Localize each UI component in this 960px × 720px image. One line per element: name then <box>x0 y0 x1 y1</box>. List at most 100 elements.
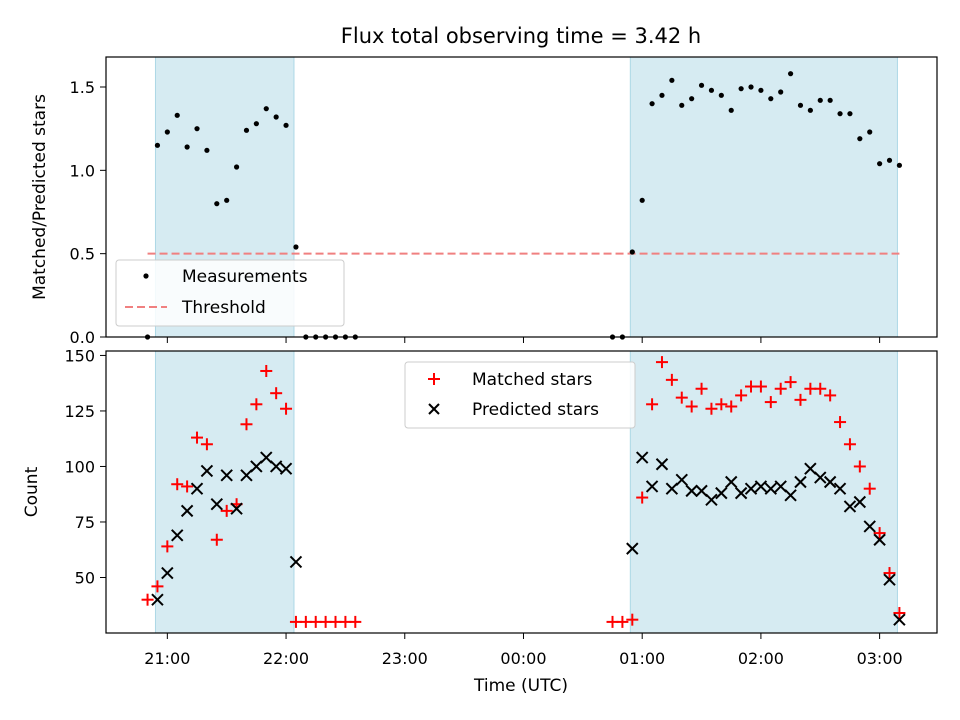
matched-stars-point <box>784 376 797 389</box>
predicted-stars-point <box>853 495 867 509</box>
matched-stars-point <box>250 398 263 411</box>
predicted-stars-point <box>151 593 164 606</box>
matched-stars-point <box>853 460 866 473</box>
predicted-stars-point <box>180 504 194 518</box>
predicted-stars-point <box>645 480 659 493</box>
predicted-stars-point <box>220 469 233 482</box>
bottom-y-tick-label: 125 <box>64 402 95 421</box>
legend-predicted-marker <box>428 403 440 415</box>
matched-stars-point <box>636 491 649 504</box>
bottom-panel: 50 75 100 125 150 21:00 22:00 23:00 00:00 01:00 02… <box>22 346 938 696</box>
predicted-stars-point <box>754 480 768 493</box>
predicted-stars-point <box>794 475 807 489</box>
measurement-point <box>886 157 893 163</box>
measurement-point <box>877 161 883 167</box>
matched-stars-point <box>181 480 194 493</box>
measurement-point <box>243 127 250 133</box>
predicted-stars-point <box>873 533 886 546</box>
predicted-stars-point <box>269 460 283 473</box>
measurement-point <box>787 71 794 77</box>
matched-stars-point <box>873 527 886 540</box>
x-tick-label: 01:00 <box>619 649 665 668</box>
bottom-y-tick-label: 50 <box>75 568 95 587</box>
predicted-stars-point <box>685 484 698 498</box>
matched-stars-point <box>863 482 876 495</box>
matched-stars-point <box>695 382 708 395</box>
measurement-point <box>867 129 873 135</box>
predicted-stars-point <box>260 451 273 464</box>
legend-measurements-marker <box>143 273 149 279</box>
matched-stars-point <box>646 398 659 411</box>
measurement-point <box>768 96 774 102</box>
measurement-point <box>698 82 705 88</box>
matched-stars-point <box>616 615 629 628</box>
bottom-legend-box <box>404 361 636 429</box>
measurement-point <box>807 107 813 113</box>
matched-stars-point <box>814 382 827 395</box>
predicted-stars-point <box>289 555 303 569</box>
top-y-tick-label: 1.0 <box>70 161 95 180</box>
matched-stars-point <box>141 593 154 606</box>
measurement-point <box>827 97 833 103</box>
predicted-stars-point <box>744 482 758 495</box>
predicted-stars-point <box>250 460 263 473</box>
measurement-point <box>778 89 784 95</box>
x-tick-label: 03:00 <box>857 649 903 668</box>
matched-stars-point <box>191 431 204 444</box>
top-panel: 0.0 0.5 1.0 1.5 Matched/Predicted stars Mea… <box>30 56 938 347</box>
top-y-tick-label: 1.5 <box>70 78 95 97</box>
matched-stars-point <box>260 364 273 377</box>
predicted-stars-point <box>804 462 817 475</box>
matched-stars-point <box>685 400 698 413</box>
predicted-stars-point <box>279 462 293 475</box>
x-tick-label: 22:00 <box>263 649 309 668</box>
matched-stars-point <box>843 438 856 451</box>
measurement-point <box>797 102 804 108</box>
x-tick-label: 21:00 <box>144 649 190 668</box>
measurement-point <box>738 86 744 92</box>
predicted-stars-point <box>695 484 708 498</box>
predicted-stars-point <box>715 486 728 500</box>
predicted-stars-point <box>655 458 669 471</box>
matched-stars-point <box>794 393 807 406</box>
matched-stars-point <box>240 418 253 431</box>
matched-stars-point <box>764 396 777 409</box>
measurement-point <box>174 112 180 118</box>
observing-window <box>629 56 898 338</box>
matched-stars-point <box>893 607 906 620</box>
legend-measurements-label: Measurements <box>182 267 308 287</box>
predicted-stars-point <box>774 480 787 493</box>
predicted-stars-point <box>893 613 906 626</box>
top-legend: Measurements Threshold <box>115 259 345 327</box>
matched-stars-point <box>280 402 293 415</box>
legend-threshold-label: Threshold <box>181 298 266 318</box>
measurement-point <box>817 97 823 103</box>
measurement-point <box>629 249 635 255</box>
measurement-point <box>718 92 724 98</box>
measurement-point <box>857 136 863 142</box>
predicted-stars-point <box>240 469 253 482</box>
x-tick-label: 02:00 <box>738 649 784 668</box>
predicted-stars-point <box>883 573 896 586</box>
measurement-point <box>847 111 853 117</box>
measurement-point <box>194 126 200 132</box>
predicted-stars-point <box>863 520 876 533</box>
measurement-point <box>689 96 695 102</box>
observing-window <box>629 350 898 634</box>
matched-stars-point <box>883 567 896 580</box>
matched-stars-point <box>655 356 668 369</box>
matched-stars-point <box>270 387 283 400</box>
bottom-legend: Matched stars Predicted stars <box>404 361 636 429</box>
predicted-stars-point <box>230 502 243 515</box>
legend-matched-marker <box>428 373 440 385</box>
top-legend-box <box>115 259 345 327</box>
predicted-stars-point <box>784 489 797 502</box>
x-axis-label: Time (UTC) <box>473 676 568 696</box>
predicted-stars-point <box>200 464 214 478</box>
x-tick-label: 00:00 <box>500 649 546 668</box>
predicted-stars-point <box>626 542 639 555</box>
matched-stars-point <box>824 389 837 402</box>
measurement-point <box>639 197 645 203</box>
top-y-axis-label: Matched/Predicted stars <box>30 94 50 300</box>
